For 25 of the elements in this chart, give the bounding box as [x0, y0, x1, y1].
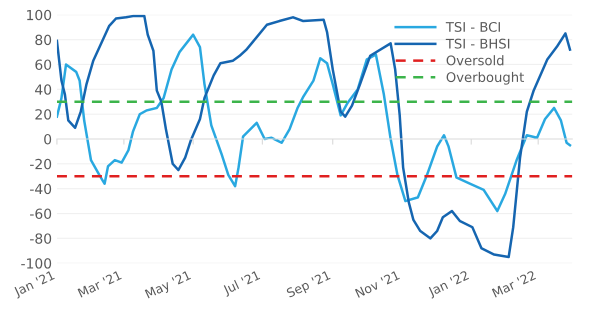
- y-tick-label: -100: [21, 258, 52, 269]
- y-tick-label: 100: [27, 10, 52, 20]
- y-tick-label: -40: [30, 184, 52, 194]
- y-tick-label: -20: [30, 158, 52, 170]
- y-tick-label: -80: [30, 233, 52, 244]
- y-tick-label: 60: [35, 59, 52, 70]
- x-tick-label: Mar '22: [492, 270, 536, 298]
- line-series: [56, 14, 572, 258]
- legend-label: TSI - BCI: [446, 22, 500, 32]
- y-tick-label: 0: [44, 134, 52, 144]
- x-tick-label: Sep '21: [286, 270, 332, 300]
- line-series: [56, 33, 572, 212]
- legend-label: Overbought: [446, 72, 524, 85]
- y-tick-label: 40: [35, 84, 52, 95]
- x-tick-label: Jul '21: [222, 270, 262, 297]
- x-tick-label: May '21: [144, 270, 192, 301]
- y-tick-label: 80: [35, 34, 52, 46]
- y-tick-label: 20: [35, 109, 52, 120]
- x-tick-label: Jan '21: [12, 270, 56, 299]
- x-tick-label: Nov '21: [354, 270, 400, 298]
- x-tick-label: Mar '21: [77, 270, 122, 298]
- legend-label: Oversold: [446, 55, 504, 66]
- x-tick-label: Jan '22: [427, 270, 470, 299]
- legend-label: TSI - BHSI: [446, 38, 510, 49]
- y-tick-label: -60: [30, 208, 52, 219]
